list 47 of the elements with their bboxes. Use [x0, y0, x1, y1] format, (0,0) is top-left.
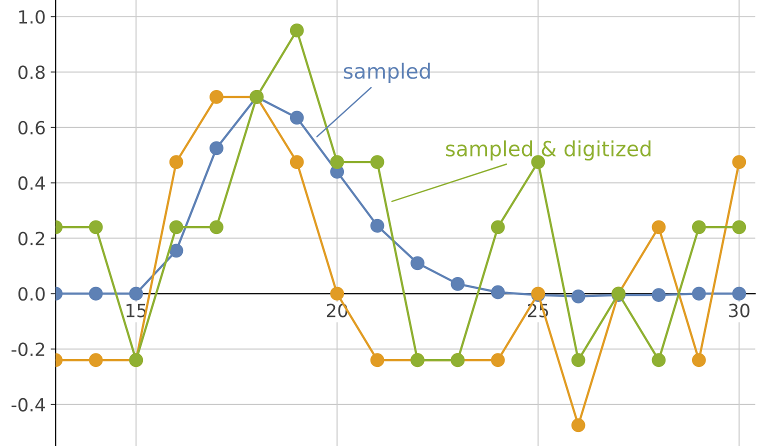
point: [210, 141, 224, 156]
point: [129, 286, 144, 301]
y-tick-label: 0.0: [18, 287, 45, 301]
y-tick-label: 0.2: [18, 232, 44, 246]
point: [652, 220, 666, 234]
point: [370, 218, 384, 233]
point: [370, 353, 384, 368]
point: [652, 288, 666, 302]
point: [169, 244, 184, 258]
point: [450, 277, 465, 291]
point: [88, 220, 103, 234]
point: [210, 90, 224, 104]
point: [490, 353, 505, 368]
point: [169, 220, 184, 234]
point: [571, 353, 586, 368]
y-tick-label: -0.2: [12, 342, 44, 356]
point: [732, 220, 746, 234]
point: [490, 285, 505, 300]
point: [652, 353, 666, 368]
point: [732, 286, 746, 301]
point: [330, 155, 344, 169]
point: [692, 353, 706, 368]
x-tick-label: 30: [729, 304, 750, 318]
point: [290, 110, 304, 125]
point: [732, 155, 746, 169]
point: [410, 256, 424, 270]
point: [692, 286, 706, 301]
point: [330, 286, 344, 301]
point: [531, 155, 546, 169]
point: [571, 418, 586, 432]
point: [490, 220, 505, 234]
point: [370, 155, 384, 169]
y-tick-label: 0.4: [18, 176, 45, 190]
point: [290, 155, 304, 169]
point: [290, 24, 304, 38]
y-tick-label: 0.6: [18, 120, 45, 135]
point: [571, 289, 586, 304]
y-tick-label: 1.0: [19, 10, 45, 24]
y-tick-label: -0.4: [12, 398, 45, 412]
point: [210, 220, 224, 234]
point: [88, 353, 103, 368]
annotation: sampled & digitized: [446, 140, 650, 161]
point: [88, 286, 103, 301]
y-tick-label: 0.8: [18, 65, 45, 80]
annotation: sampled: [344, 62, 430, 83]
point: [169, 155, 184, 169]
point: [692, 220, 706, 234]
